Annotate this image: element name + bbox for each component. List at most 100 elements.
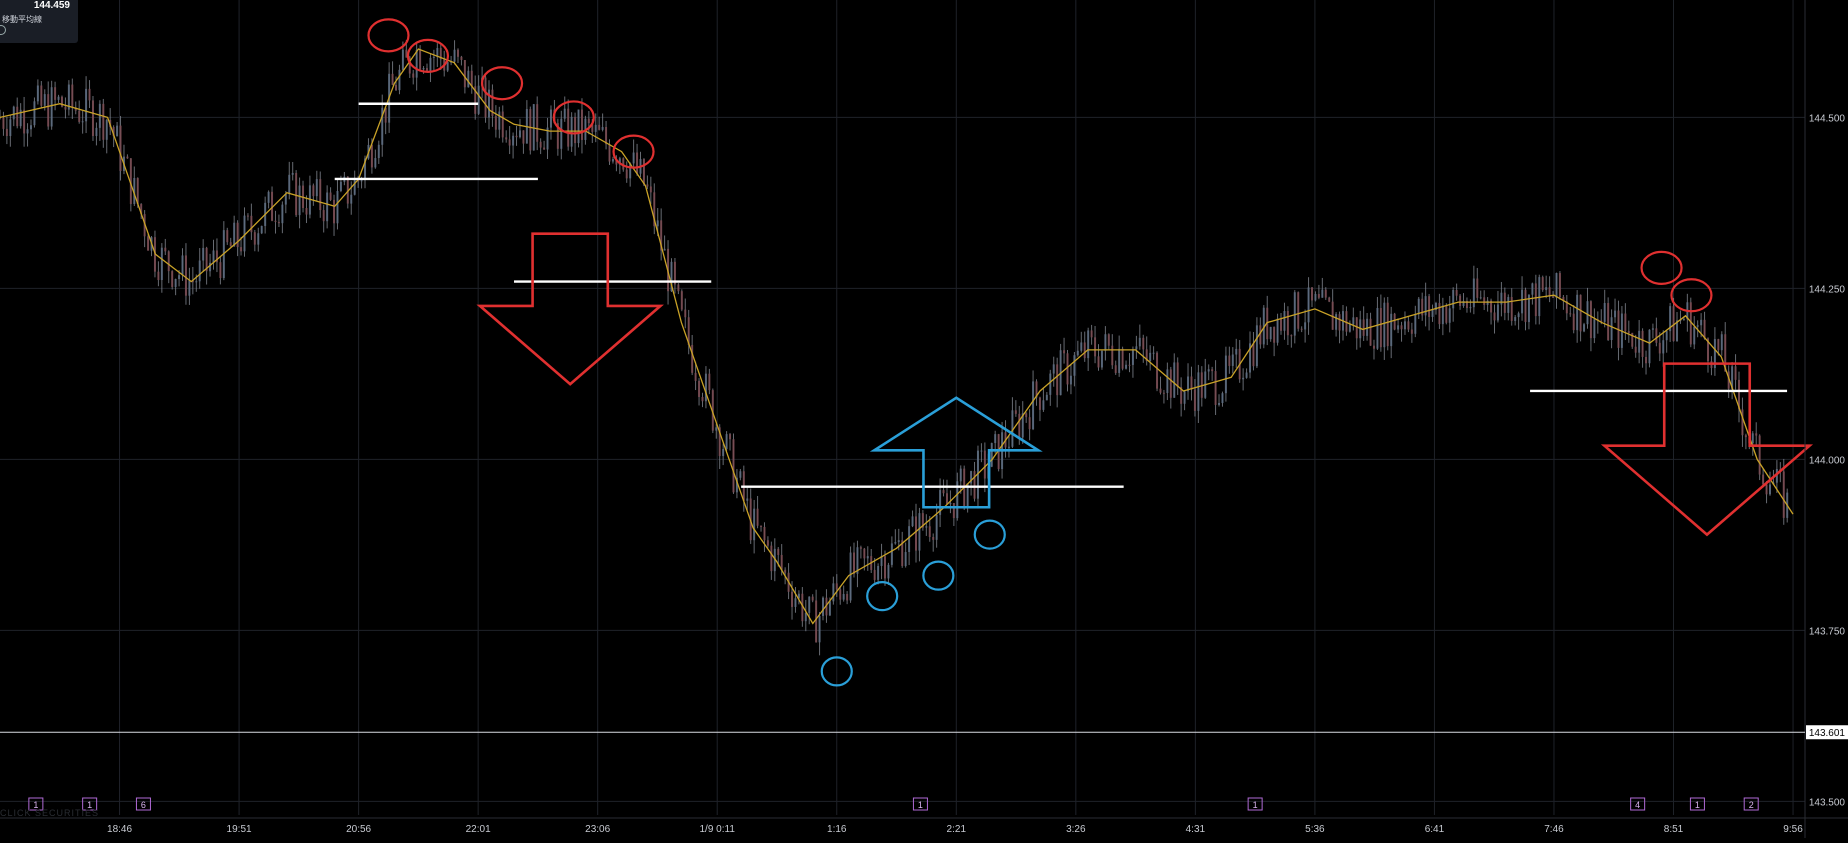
candle-body <box>16 106 19 127</box>
candle-body <box>1118 348 1121 373</box>
candle-body <box>546 127 549 150</box>
candle-body <box>136 178 139 204</box>
visibility-toggle-icon[interactable] <box>0 25 6 35</box>
candle-body <box>377 144 380 159</box>
candle-body <box>305 207 308 215</box>
candle-body <box>1562 296 1565 302</box>
candle-body <box>1486 300 1489 305</box>
candle-body <box>1245 372 1248 378</box>
candle-body <box>350 194 353 204</box>
candle-body <box>360 180 363 182</box>
candle-body <box>1676 320 1679 342</box>
candle-body <box>1744 435 1747 438</box>
candle-body <box>1152 352 1155 354</box>
candle-body <box>1462 300 1465 307</box>
candle-body <box>794 598 797 607</box>
event-marker-label: 4 <box>1635 800 1640 810</box>
candle-body <box>1765 484 1768 495</box>
candle-body <box>608 144 611 162</box>
candle-body <box>112 126 115 137</box>
candle-body <box>691 345 694 373</box>
event-marker <box>28 797 44 811</box>
chart-grid <box>0 0 1805 815</box>
candle-body <box>1410 329 1413 334</box>
candle-body <box>1631 332 1634 347</box>
candle-body <box>825 597 828 616</box>
candle-body <box>477 85 480 114</box>
candle-body <box>257 233 260 245</box>
candle-body <box>174 279 177 287</box>
candle-body <box>877 565 880 580</box>
candle-body <box>236 222 239 248</box>
bearish-circle-annotation <box>480 66 524 101</box>
candle-body <box>319 179 322 211</box>
candle-body <box>147 236 150 251</box>
candle-body <box>1527 294 1530 323</box>
candle-body <box>1276 318 1279 343</box>
time-tick-label: 7:46 <box>1544 824 1564 835</box>
candle-body <box>567 108 570 147</box>
price-tick-label: 143.500 <box>1809 797 1846 808</box>
candle-body <box>687 317 690 346</box>
candle-body <box>1080 342 1083 351</box>
candle-body <box>1538 277 1541 317</box>
candle-body <box>1104 334 1107 351</box>
candle-body <box>1500 292 1503 305</box>
candle-body <box>329 192 332 200</box>
candle-body <box>629 163 632 179</box>
candle-body <box>1496 304 1499 321</box>
candle-body <box>811 596 814 601</box>
candle-body <box>1707 338 1710 362</box>
candle-body <box>1390 313 1393 347</box>
event-marker-label: 1 <box>1253 800 1258 810</box>
candle-body <box>990 443 993 467</box>
candle-body <box>126 156 129 159</box>
candle-body <box>952 503 955 519</box>
candle-body <box>1438 302 1441 325</box>
candle-body <box>694 372 697 381</box>
candle-body <box>1297 292 1300 329</box>
candle-body <box>756 508 759 526</box>
candle-body <box>1493 312 1496 321</box>
candle-body <box>832 583 835 602</box>
candle-body <box>1579 294 1582 332</box>
candle-body <box>353 177 356 195</box>
candle-body <box>753 508 756 541</box>
event-marker <box>912 797 928 811</box>
candle-body <box>1259 325 1262 345</box>
candle-body <box>1190 376 1193 390</box>
candle-body <box>91 100 94 137</box>
candle-body <box>487 89 490 118</box>
candle-body <box>556 123 559 149</box>
candle-body <box>1607 303 1610 341</box>
candle-body <box>460 56 463 61</box>
candle-body <box>1503 292 1506 313</box>
candle-body <box>1452 290 1455 309</box>
candle-body <box>415 49 418 78</box>
candle-body <box>670 261 673 292</box>
time-tick-label: 5:36 <box>1305 824 1325 835</box>
candle-body <box>853 552 856 574</box>
candle-body <box>498 111 501 130</box>
candle-series <box>0 40 1789 656</box>
candle-body <box>1063 350 1066 354</box>
candle-body <box>439 48 442 60</box>
candle-body <box>1465 300 1468 309</box>
candle-body <box>815 600 818 643</box>
candle-body <box>615 159 618 165</box>
candle-body <box>680 291 683 310</box>
candle-body <box>918 513 921 551</box>
bearish-circle-annotation <box>367 18 410 53</box>
candle-body <box>1231 354 1234 366</box>
candle-body <box>81 121 84 123</box>
candle-body <box>1758 435 1761 475</box>
candle-body <box>1052 364 1055 374</box>
candle-body <box>1534 283 1537 317</box>
candle-body <box>1641 330 1644 357</box>
moving-average-series <box>0 48 1794 625</box>
candle-body <box>188 280 191 296</box>
event-marker-label: 1 <box>1695 800 1700 810</box>
